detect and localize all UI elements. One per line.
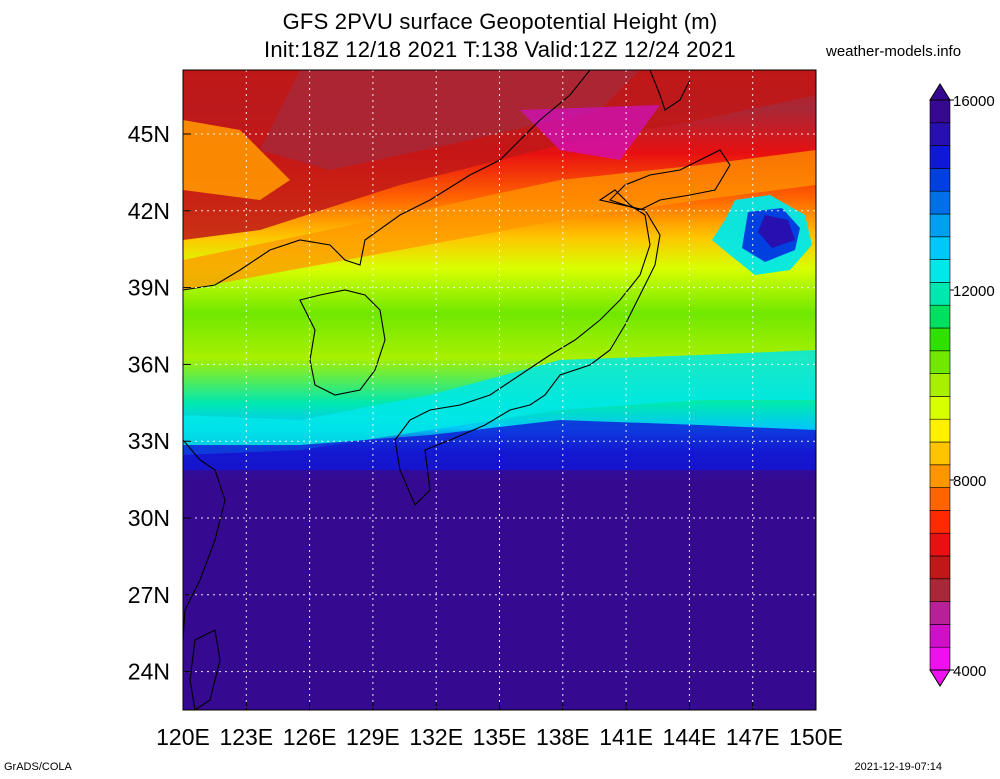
colorbar-label: 4000 — [953, 663, 986, 680]
colorbar-swatch — [929, 350, 951, 374]
colorbar-swatch — [929, 510, 951, 534]
colorbar-labels: 16000 12000 8000 4000 — [950, 93, 995, 680]
colorbar-swatch — [929, 578, 951, 602]
colorbar-swatch — [929, 373, 951, 397]
lon-tick-label: 126E — [283, 724, 337, 750]
colorbar-swatch — [929, 396, 951, 420]
colorbar-label: 12000 — [953, 283, 995, 300]
lat-tick-label: 24N — [128, 659, 170, 685]
map-area — [183, 70, 816, 710]
japan-honshu-coast — [394, 189, 661, 506]
lon-tick-label: 132E — [409, 724, 463, 750]
longitude-axis: 120E 123E 126E 129E 132E 135E 138E 141E 144E 147E… — [156, 702, 843, 750]
colorbar-swatch — [929, 601, 951, 625]
lon-tick-label: 150E — [789, 724, 843, 750]
height-band-orange — [183, 120, 290, 200]
colorbar-swatch — [929, 236, 951, 260]
colorbar-swatch — [929, 213, 951, 238]
colorbar-swatches — [929, 99, 951, 671]
latitude-axis: 24N 27N 30N 33N 36N 39N 42N 45N — [128, 121, 191, 685]
height-band-minimum — [520, 105, 660, 160]
height-band-cyan — [183, 350, 816, 455]
colorbar-swatch — [929, 418, 951, 443]
colorbar-swatch — [929, 145, 951, 169]
graticule — [183, 70, 816, 710]
lon-tick-label: 141E — [599, 724, 653, 750]
colorbar-max-triangle — [929, 83, 951, 101]
colorbar-swatch — [929, 282, 951, 306]
colorbar-swatch — [929, 646, 951, 671]
lat-tick-label: 45N — [128, 121, 170, 147]
colorbar-swatch — [929, 304, 951, 329]
lat-tick-label: 42N — [128, 198, 170, 224]
colorbar-swatch — [929, 327, 951, 352]
colorbar-swatch — [929, 624, 951, 648]
source-credit: weather-models.info — [826, 43, 962, 60]
height-cell-core — [758, 215, 795, 248]
mainland-asia-coast — [183, 70, 591, 291]
lat-tick-label: 27N — [128, 582, 170, 608]
sakhalin-coast — [649, 70, 691, 111]
height-band-blue — [183, 420, 816, 470]
lon-tick-label: 135E — [473, 724, 527, 750]
hokkaido-coast — [608, 149, 731, 211]
lat-tick-label: 30N — [128, 505, 170, 531]
lon-tick-label: 144E — [663, 724, 717, 750]
colorbar-swatch — [929, 259, 951, 283]
lon-tick-label: 147E — [726, 724, 780, 750]
colorbar-swatch — [929, 555, 951, 580]
colorbar-swatch — [929, 168, 951, 192]
footer-software-label: GrADS/COLA — [4, 761, 72, 773]
lon-tick-label: 129E — [346, 724, 400, 750]
lon-tick-label: 138E — [536, 724, 590, 750]
colorbar-swatch — [929, 487, 951, 511]
colorbar-swatch — [929, 122, 951, 146]
colorbar-swatch — [929, 464, 951, 488]
colorbar-swatch — [929, 532, 951, 557]
lon-tick-label: 123E — [219, 724, 273, 750]
colorbar-swatch — [929, 99, 951, 124]
colorbar-min-triangle — [929, 669, 951, 687]
colorbar-label: 8000 — [953, 473, 986, 490]
lat-tick-label: 36N — [128, 351, 170, 377]
taiwan-coast — [189, 629, 221, 710]
colorbar: 16000 12000 8000 4000 — [929, 83, 995, 687]
lat-tick-label: 39N — [128, 275, 170, 301]
footer-timestamp: 2021-12-19-07:14 — [854, 761, 942, 773]
colorbar-label: 16000 — [953, 93, 995, 110]
map-subtitle: Init:18Z 12/18 2021 T:138 Valid:12Z 12/2… — [264, 37, 736, 62]
colorbar-swatch — [929, 190, 951, 215]
lat-tick-label: 33N — [128, 428, 170, 454]
height-band-low-value — [260, 70, 640, 170]
china-east-coast — [183, 439, 226, 641]
colorbar-swatch — [929, 441, 951, 466]
lon-tick-label: 120E — [156, 724, 210, 750]
map-title: GFS 2PVU surface Geopotential Height (m) — [282, 9, 718, 34]
